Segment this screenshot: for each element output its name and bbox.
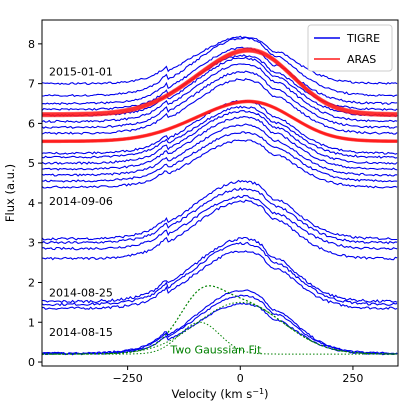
tigre-spectrum-line-12 [42, 123, 398, 177]
x-tick-label: 250 [342, 372, 363, 385]
tigre-spectrum-line-6 [42, 199, 398, 261]
tigre-spectrum-line-2 [42, 289, 398, 355]
x-axis-label: Velocity (km s−1) [171, 387, 268, 401]
y-tick-label: 3 [28, 237, 35, 250]
date-label-3: 2014-08-15 [49, 326, 113, 339]
tigre-spectrum-line-15 [42, 105, 398, 159]
tigre-spectrum-line-18 [42, 70, 398, 129]
tigre-spectrum-line-19 [42, 63, 398, 124]
tigre-spectrum-line-3 [42, 250, 398, 310]
y-tick-label: 4 [28, 197, 35, 210]
fit-gaussian-1 [42, 321, 398, 355]
y-tick-label: 6 [28, 117, 35, 130]
legend-label-tigre: TIGRE [346, 32, 380, 45]
date-label-1: 2014-09-06 [49, 195, 113, 208]
y-tick-label: 5 [28, 157, 35, 170]
x-tick-label: 0 [237, 372, 244, 385]
plot-frame [41, 19, 399, 367]
date-label-0: 2015-01-01 [49, 66, 113, 79]
tigre-spectrum-line-14 [42, 110, 398, 165]
x-tick-label: −250 [113, 372, 143, 385]
y-tick-label: 2 [28, 276, 35, 289]
aras-spectrum-line-0-9 [42, 99, 398, 141]
plot-area [42, 35, 398, 356]
tigre-spectrum-line-7 [42, 194, 398, 251]
tigre-spectrum-line-9 [42, 179, 398, 241]
fit-gaussian-2 [42, 301, 398, 355]
x-axis-label-close: ) [264, 387, 269, 401]
tigre-spectrum-line-8 [42, 187, 398, 245]
tigre-spectrum-line-10 [42, 139, 398, 189]
aras-spectrum-line-1-9 [42, 47, 398, 114]
y-tick-label: 1 [28, 316, 35, 329]
date-label-2: 2014-08-25 [49, 286, 113, 299]
tigre-spectrum-line-13 [42, 115, 398, 171]
legend-label-aras: ARAS [347, 53, 376, 66]
tigre-spectrum-line-22 [42, 46, 398, 106]
y-tick-label: 7 [28, 78, 35, 91]
tigre-spectrum-line-4 [42, 241, 398, 307]
tigre-spectrum-line-17 [42, 78, 398, 135]
axis-ticks: −250 0 250 0 1 2 3 4 5 6 7 8 [28, 38, 363, 385]
tigre-spectrum-line-5 [42, 236, 398, 304]
y-tick-label: 0 [28, 356, 35, 369]
tigre-spectrum-line-24 [42, 35, 398, 86]
y-tick-label: 8 [28, 38, 35, 51]
annotations: 2015-01-01 2014-09-06 2014-08-25 2014-08-15… [49, 66, 262, 357]
tigre-spectrum-line-23 [42, 36, 398, 98]
y-axis-label: Flux (a.u.) [3, 164, 17, 222]
fit-label: Two Gaussian Fit [169, 343, 262, 356]
fit-gaussian-sum [42, 285, 398, 355]
tigre-spectrum-line-11 [42, 131, 398, 183]
x-axis-label-superscript: −1 [252, 387, 264, 396]
legend: TIGRE ARAS [307, 24, 393, 72]
